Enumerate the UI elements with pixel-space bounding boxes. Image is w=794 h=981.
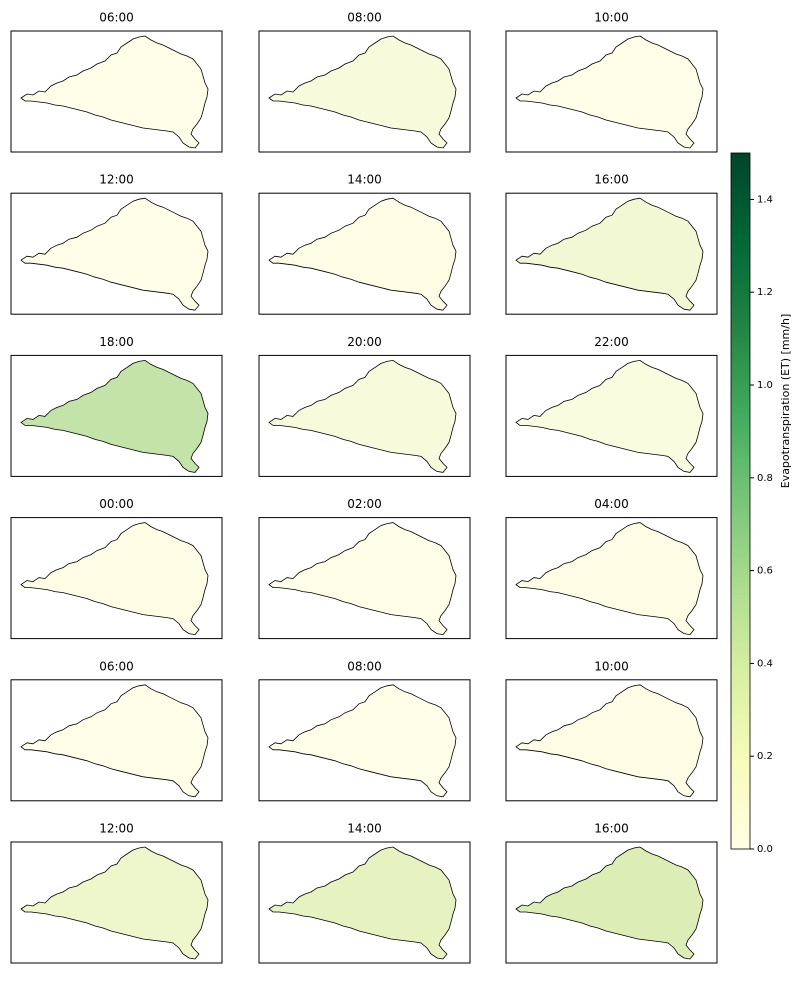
colorbar-tick-label: 1.0 (757, 380, 773, 391)
panel-title: 14:00 (347, 822, 382, 836)
panel-title: 12:00 (99, 822, 134, 836)
colorbar-label: Evapotranspiration (ET) [mm/h] (779, 314, 792, 489)
panel-title: 02:00 (347, 497, 382, 511)
colorbar-tick-label: 0.4 (757, 658, 773, 669)
panel-title: 12:00 (99, 173, 134, 187)
panel-title: 00:00 (99, 497, 134, 511)
panel-title: 20:00 (347, 335, 382, 349)
colorbar-tick-label: 1.2 (757, 287, 773, 298)
panel-title: 10:00 (594, 11, 629, 25)
panel-title: 06:00 (99, 659, 134, 673)
panel-title: 18:00 (99, 335, 134, 349)
colorbar-tick-label: 0.2 (757, 751, 773, 762)
panel-title: 08:00 (347, 659, 382, 673)
colorbar-tick-label: 1.4 (757, 194, 773, 205)
panel-title: 04:00 (594, 497, 629, 511)
colorbar-tick-label: 0.0 (757, 844, 773, 855)
panel-title: 06:00 (99, 11, 134, 25)
colorbar (730, 152, 751, 850)
panel-title: 22:00 (594, 335, 629, 349)
panel-title: 08:00 (347, 11, 382, 25)
panel-title: 14:00 (347, 173, 382, 187)
panel-title: 16:00 (594, 173, 629, 187)
colorbar-tick-label: 0.6 (757, 566, 773, 577)
panel-title: 16:00 (594, 822, 629, 836)
panel-title: 10:00 (594, 659, 629, 673)
colorbar-tick-label: 0.8 (757, 473, 773, 484)
